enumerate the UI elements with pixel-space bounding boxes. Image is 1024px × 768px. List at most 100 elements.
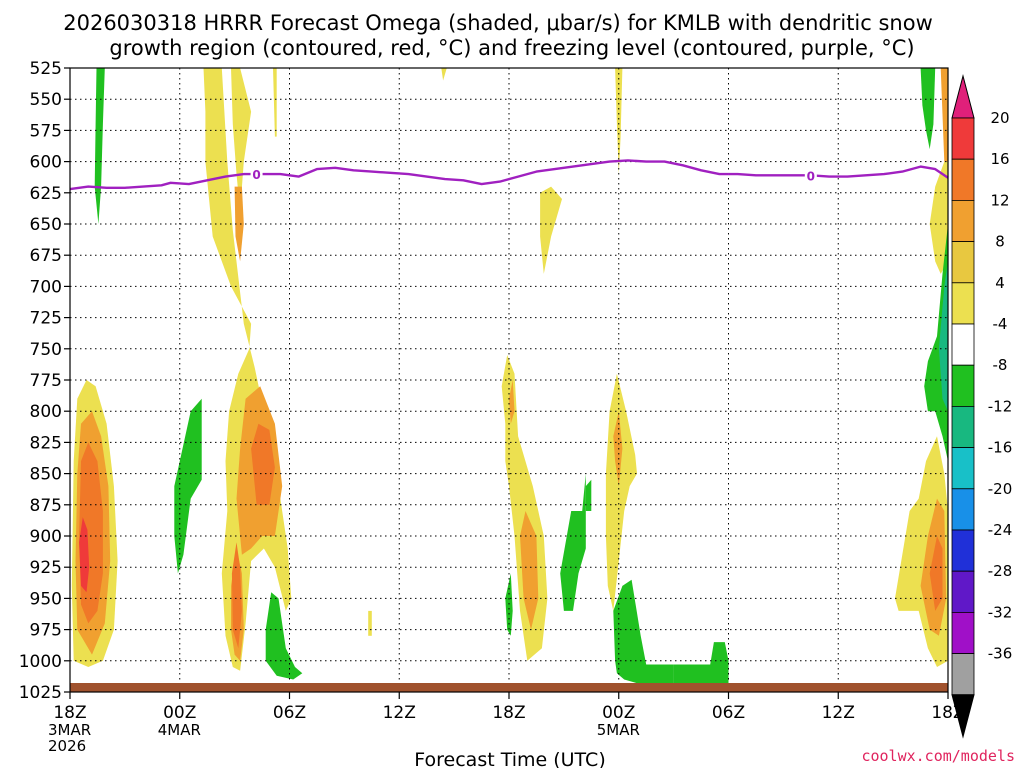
y-tick-label: 625 (30, 184, 62, 204)
colorbar-label: -4 (993, 315, 1008, 333)
y-tick-label: 550 (30, 90, 62, 110)
y-tick-label: 900 (30, 527, 62, 547)
colorbar-label: -32 (988, 603, 1013, 621)
colorbar-swatch (951, 323, 975, 366)
omega-region-33 (940, 68, 948, 162)
omega-region-13 (265, 592, 303, 680)
y-tick-label: 800 (30, 402, 62, 422)
colorbar-swatch (951, 447, 975, 490)
colorbar-swatch (951, 117, 975, 160)
chart-title: 2026030318 HRRR Forecast Omega (shaded, … (63, 11, 933, 60)
omega-region-26 (613, 411, 623, 487)
ground-terrain (70, 683, 948, 692)
colorbar-swatch (951, 488, 975, 531)
y-tick-label: 525 (30, 59, 62, 79)
colorbar-swatch (951, 612, 975, 655)
colorbar-label: 8 (995, 233, 1005, 251)
colorbar-swatch (951, 405, 975, 448)
colorbar-legend: 20 16 12 8 4 -4 -8 -12 -16 -20 -24 -28 -32 -36 (951, 74, 1013, 739)
y-tick-label: 600 (30, 153, 62, 173)
x-tick-label: 18Z (492, 703, 525, 723)
title-line-2: growth region (contoured, red, °C) and f… (109, 36, 914, 60)
omega-region-36 (938, 261, 948, 412)
x-tick-label: 12Z (822, 703, 855, 723)
x-tick-label: 18Z (53, 703, 86, 723)
omega-region-32 (929, 74, 948, 274)
colorbar-swatch (951, 364, 975, 407)
omega-region-35 (924, 224, 948, 462)
y-tick-label: 875 (30, 496, 62, 516)
y-tick-label: 925 (30, 558, 62, 578)
omega-region-7 (234, 186, 244, 262)
colorbar-bottom-arrow (951, 694, 975, 739)
omega-region-10 (251, 423, 275, 505)
colorbar-label: -12 (988, 397, 1013, 415)
omega-region-12 (174, 398, 202, 574)
x-date-label: 2026 (48, 737, 86, 755)
y-tick-label: 1000 (19, 652, 62, 672)
colorbar-label: -28 (988, 562, 1013, 580)
x-axis-label: Forecast Time (UTC) (414, 749, 605, 768)
x-tick-label: 06Z (712, 703, 745, 723)
y-tick-label: 650 (30, 215, 62, 235)
colorbar-swatch (951, 570, 975, 613)
freezing-label-bg (250, 166, 263, 182)
x-tick-label: 06Z (273, 703, 306, 723)
colorbar-label: 16 (990, 150, 1009, 168)
colorbar-label: -16 (988, 439, 1013, 457)
y-tick-label: 950 (30, 589, 62, 609)
y-axis: 525 550 575 600 625 650 675 700 725 750 775 800 825 8… (19, 59, 70, 703)
y-tick-label: 575 (30, 121, 62, 141)
omega-region-21 (540, 186, 562, 274)
omega-region-11 (231, 542, 242, 649)
y-tick-label: 825 (30, 433, 62, 453)
colorbar-swatch (951, 241, 975, 284)
omega-region-6 (231, 68, 252, 212)
colorbar-label: -36 (988, 645, 1013, 663)
omega-region-19 (509, 380, 515, 424)
omega-region-4 (94, 68, 105, 224)
y-tick-label: 700 (30, 277, 62, 297)
colorbar-swatch (951, 199, 975, 242)
x-tick-label: 12Z (383, 703, 416, 723)
omega-region-23 (585, 479, 592, 511)
colorbar-label: -20 (988, 480, 1013, 498)
x-tick-label: 00Z (602, 703, 635, 723)
omega-region-18 (520, 511, 539, 630)
x-date-label: 4MAR (158, 721, 201, 739)
y-tick-label: 675 (30, 246, 62, 266)
freezing-label-bg (804, 167, 817, 183)
omega-region-28 (673, 642, 729, 686)
y-tick-label: 850 (30, 465, 62, 485)
y-tick-label: 750 (30, 340, 62, 360)
y-tick-label: 1025 (19, 683, 62, 703)
colorbar-label: -24 (988, 521, 1013, 539)
omega-region-3 (79, 517, 90, 593)
omega-region-24 (615, 68, 623, 175)
omega-region-27 (613, 579, 674, 686)
omega-region-34 (920, 68, 936, 150)
y-tick-label: 775 (30, 371, 62, 391)
omega-region-5 (203, 68, 292, 671)
colorbar-label: 4 (995, 274, 1005, 292)
omega-region-25 (605, 373, 637, 611)
x-tick-label: 00Z (163, 703, 196, 723)
gridlines (70, 68, 948, 692)
credit-text: coolwx.com/models (861, 747, 1015, 765)
y-tick-label: 725 (30, 309, 62, 329)
x-date-label: 5MAR (597, 721, 640, 739)
omega-region-31 (929, 536, 943, 611)
x-date-label: 3MAR (48, 721, 91, 739)
omega-shading (71, 68, 948, 686)
colorbar-swatch (951, 282, 975, 325)
title-line-1: 2026030318 HRRR Forecast Omega (shaded, … (63, 11, 933, 35)
freezing-level-label: 0 (807, 169, 815, 183)
colorbar-swatch (951, 158, 975, 201)
colorbar-swatch (951, 529, 975, 572)
y-tick-label: 975 (30, 621, 62, 641)
freezing-level-label: 0 (252, 168, 260, 182)
colorbar-label: -8 (993, 356, 1008, 374)
